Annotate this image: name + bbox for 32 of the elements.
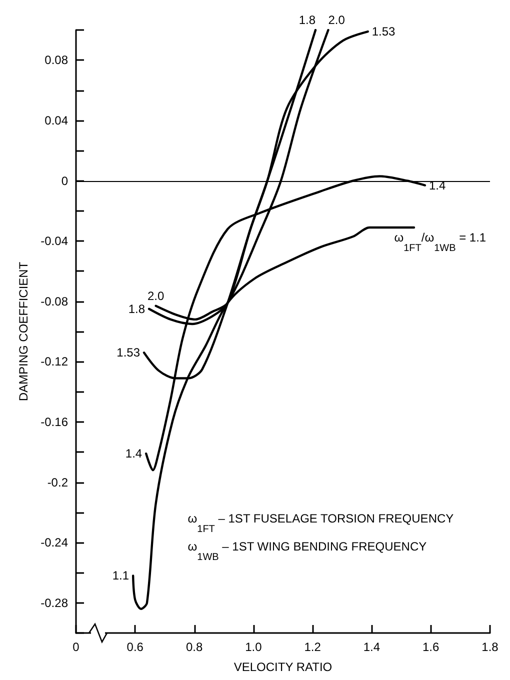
series-label: 1.1 [112, 568, 130, 583]
y-tick-label: -0.16 [40, 414, 68, 429]
x-tick-label: 1.4 [363, 640, 380, 654]
annotation: ω1WB – 1ST WING BENDING FREQUENCY [188, 539, 427, 563]
x-tick-label: 1.6 [422, 640, 440, 654]
y-tick-label: -0.12 [40, 354, 68, 369]
x-tick-label: 0.6 [126, 640, 144, 654]
annotation: ω1FT – 1ST FUSELAGE TORSION FREQUENCY [188, 511, 454, 535]
x-tick-label: 0.8 [186, 640, 203, 654]
y-tick-label: 0.08 [44, 53, 68, 68]
y-tick-label: -0.04 [40, 234, 68, 248]
text: 1.4 [428, 178, 446, 192]
series-label: 1.53 [116, 346, 140, 360]
y-axis-title: DAMPING COEFFICIENT [16, 261, 31, 402]
series-label: 1.4 [125, 446, 142, 461]
y-tick-label: -0.28 [40, 596, 68, 610]
x-tick-label: 1.2 [304, 640, 322, 654]
y-tick-label: 0.04 [44, 113, 68, 128]
x-tick-label: 0 [72, 640, 80, 654]
text: 1.8 [128, 302, 146, 316]
y-tick-label: 0 [61, 174, 68, 188]
x-axis-title: VELOCITY RATIO [234, 660, 332, 674]
y-tick-label: -0.08 [40, 294, 68, 308]
annotation: ω1FT/ω1WB = 1.1 [394, 230, 486, 254]
x-tick-label: 1.0 [245, 640, 262, 654]
series-label: 2.0 [328, 13, 346, 27]
series-label: 1.8 [298, 13, 316, 27]
y-tick-label: -0.2 [47, 475, 68, 490]
y-tick-label: -0.24 [40, 536, 68, 550]
text: 2.0 [148, 288, 164, 303]
text: 1.53 [372, 24, 396, 39]
x-tick-label: 1.8 [482, 640, 499, 654]
